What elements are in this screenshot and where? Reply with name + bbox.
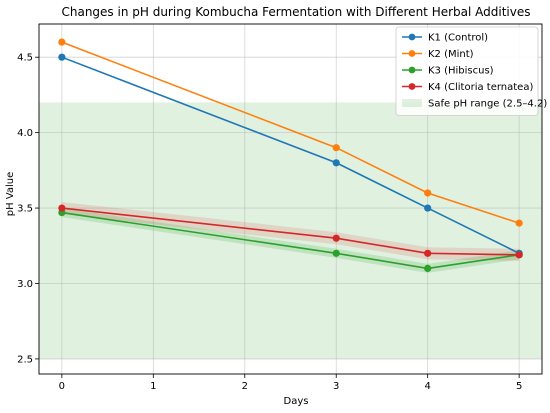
y-tick-label: 4.0 (17, 128, 33, 139)
data-point (424, 204, 432, 212)
legend-marker (408, 50, 416, 57)
y-tick-label: 4.5 (17, 53, 33, 64)
legend-label: K4 (Clitoria ternatea) (428, 82, 533, 93)
series-line (61, 207, 520, 256)
legend: K1 (Control) K2 (Mint) K3 (Hibiscus) K4 (Cl… (395, 26, 547, 116)
legend-label: K2 (Mint) (428, 49, 474, 60)
legend-marker (408, 33, 416, 41)
chart-title: Changes in pH during Kombucha Fermentati… (61, 5, 530, 19)
legend-swatch (402, 99, 422, 107)
legend-label: K1 (Control) (428, 33, 488, 44)
data-point (332, 249, 340, 257)
plot-frame (38, 23, 543, 375)
series-line (61, 56, 520, 255)
x-tick-label: 5 (516, 381, 522, 392)
series-lines (61, 41, 520, 270)
data-point (424, 264, 432, 272)
data-point (515, 251, 523, 259)
series-points (58, 38, 523, 272)
y-tick-label: 2.5 (17, 354, 33, 365)
y-tick-label: 3.0 (17, 279, 33, 290)
legend-label: K3 (Hibiscus) (428, 66, 494, 77)
data-point (515, 219, 523, 227)
x-tick-label: 0 (59, 381, 65, 392)
x-tick-label: 2 (242, 381, 248, 392)
data-point (332, 144, 340, 152)
y-axis-ticks: 2.5 3.0 3.5 4.0 4.5 (17, 53, 39, 365)
y-tick-label: 3.5 (17, 204, 33, 215)
legend-label: Safe pH range (2.5–4.2) (428, 99, 547, 110)
series-band (61, 202, 520, 261)
series-line (61, 41, 520, 224)
legend-box (395, 26, 539, 116)
x-tick-label: 4 (424, 381, 430, 392)
data-point (424, 189, 432, 197)
data-point (58, 53, 66, 61)
series-bands (61, 202, 520, 273)
y-axis-label: pH Value (5, 172, 16, 217)
x-tick-label: 1 (150, 381, 156, 392)
data-point (424, 249, 432, 257)
data-point (58, 204, 66, 212)
data-point (332, 159, 340, 167)
x-tick-label: 3 (333, 381, 339, 392)
axes (38, 23, 543, 375)
legend-marker (408, 66, 416, 74)
series-line (61, 211, 520, 270)
data-point (332, 234, 340, 242)
x-axis-label: Days (284, 396, 309, 407)
x-axis-ticks: 0 1 2 3 4 5 (59, 374, 522, 392)
legend-marker (408, 83, 416, 90)
data-point (58, 38, 66, 46)
